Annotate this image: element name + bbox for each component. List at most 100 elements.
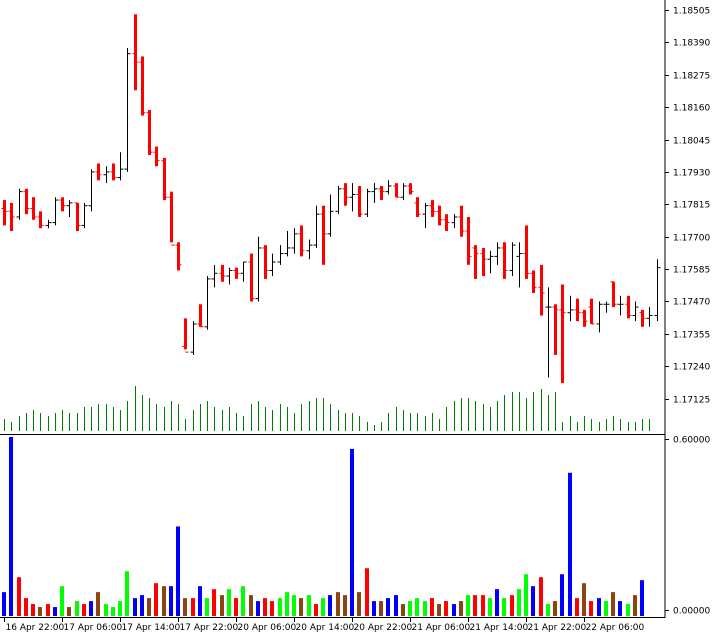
- price-tick-label: 1.18390: [673, 39, 710, 49]
- indicator-bar: [241, 586, 245, 616]
- indicator-bar: [9, 437, 13, 616]
- ohlc-bar: [378, 185, 385, 201]
- price-tick-label: 1.18275: [673, 72, 710, 82]
- indicator-bar: [96, 592, 100, 616]
- indicator-bar: [176, 526, 180, 616]
- ohlc-bar: [277, 245, 284, 265]
- price-pane-background: [0, 0, 665, 434]
- ohlc-bar: [545, 287, 552, 378]
- indicator-bar: [365, 568, 369, 616]
- indicator-bar: [575, 598, 579, 616]
- indicator-bar: [133, 598, 137, 616]
- price-pane: [0, 0, 665, 434]
- ohlc-bar: [349, 183, 356, 212]
- ohlc-bar: [393, 183, 400, 198]
- ohlc-bar: [262, 245, 269, 279]
- indicator-bar: [524, 574, 528, 616]
- indicator-bar: [227, 589, 231, 616]
- indicator-bar: [31, 604, 35, 616]
- indicator-bar: [582, 583, 586, 616]
- indicator-axis-ticks: 0.60000 0.00000: [665, 436, 710, 617]
- indicator-bar: [379, 601, 383, 616]
- ohlc-bar: [559, 284, 566, 384]
- ohlc-bar: [480, 247, 487, 277]
- ohlc-bar: [226, 267, 233, 285]
- ohlc-bar: [472, 245, 479, 279]
- ohlc-bar: [538, 264, 545, 316]
- ohlc-bar: [639, 309, 646, 327]
- time-tick-label: 20 Apr 22:00: [354, 623, 413, 633]
- ohlc-bar: [117, 152, 124, 181]
- axes: 1.18505 1.18390 1.18275 1.18160 1.18045 1.179…: [0, 0, 710, 633]
- ohlc-bar: [204, 276, 211, 330]
- ohlc-bar: [407, 183, 414, 195]
- ohlc-bar: [356, 185, 363, 217]
- ohlc-bar: [175, 242, 182, 271]
- ohlc-bar: [284, 231, 291, 257]
- indicator-bar: [604, 601, 608, 616]
- ohlc-bar: [385, 180, 392, 195]
- indicator-bar: [270, 601, 274, 616]
- ohlc-bar: [161, 157, 168, 201]
- price-tick-label: 1.17585: [673, 266, 710, 276]
- indicator-bar: [394, 595, 398, 616]
- indicator-bar: [292, 595, 296, 616]
- indicator-bar: [386, 598, 390, 616]
- ohlc-bar: [552, 304, 559, 355]
- indicator-bar: [495, 589, 499, 616]
- ohlc-bar: [1, 200, 8, 226]
- time-tick-label: 17 Apr 14:00: [122, 623, 181, 633]
- ohlc-bar: [654, 259, 661, 322]
- indicator-bar: [560, 574, 564, 616]
- indicator-bar: [2, 592, 6, 616]
- ohlc-bar: [429, 200, 436, 217]
- ohlc-bar: [255, 236, 262, 302]
- ohlc-bar: [313, 205, 320, 248]
- ohlc-bar: [88, 169, 95, 212]
- price-tick-label: 1.18160: [673, 104, 710, 114]
- ohlc-bar: [414, 197, 421, 217]
- ohlc-bar: [219, 264, 226, 282]
- ohlc-bar: [567, 295, 574, 322]
- indicator-bar: [626, 604, 630, 616]
- indicator-bar: [328, 595, 332, 616]
- indicator-bar: [531, 586, 535, 616]
- price-tick-label: 1.18505: [673, 7, 710, 17]
- ohlc-bar: [37, 211, 44, 229]
- ohlc-bar: [8, 202, 15, 232]
- indicator-bar: [17, 577, 21, 616]
- indicator-bar: [147, 598, 151, 616]
- ohlc-bar: [74, 202, 81, 232]
- ohlc-bar: [581, 309, 588, 327]
- indicator-bar: [415, 598, 419, 616]
- indicator-bar: [321, 598, 325, 616]
- ohlc-bar: [342, 183, 349, 206]
- indicator-bar: [408, 601, 412, 616]
- price-tick-label: 1.17930: [673, 169, 710, 179]
- price-tick-label: 1.17815: [673, 201, 710, 211]
- indicator-bar: [212, 589, 216, 616]
- indicator-bar: [473, 595, 477, 616]
- indicator-bar: [502, 598, 506, 616]
- ohlc-bar: [320, 205, 327, 265]
- price-tick-label: 1.17240: [673, 363, 710, 373]
- ohlc-bars: [1, 14, 661, 384]
- indicator-bar: [249, 595, 253, 616]
- indicator-bar: [488, 598, 492, 616]
- ohlc-bar: [596, 301, 603, 333]
- indicator-bar: [183, 598, 187, 616]
- indicator-bar: [154, 583, 158, 616]
- indicator-bar: [307, 595, 311, 616]
- ohlc-bar: [530, 270, 537, 293]
- indicator-bar: [162, 586, 166, 616]
- indicator-bar: [350, 448, 354, 616]
- indicator-bar: [75, 601, 79, 616]
- time-tick-label: 21 Apr 14:00: [470, 623, 529, 633]
- indicator-bar: [263, 598, 267, 616]
- ohlc-bar: [516, 242, 523, 288]
- indicator-bar: [633, 595, 637, 616]
- time-tick-label: 20 Apr 06:00: [238, 623, 297, 633]
- ohlc-bar: [59, 197, 66, 212]
- price-tick-label: 1.17125: [673, 396, 710, 406]
